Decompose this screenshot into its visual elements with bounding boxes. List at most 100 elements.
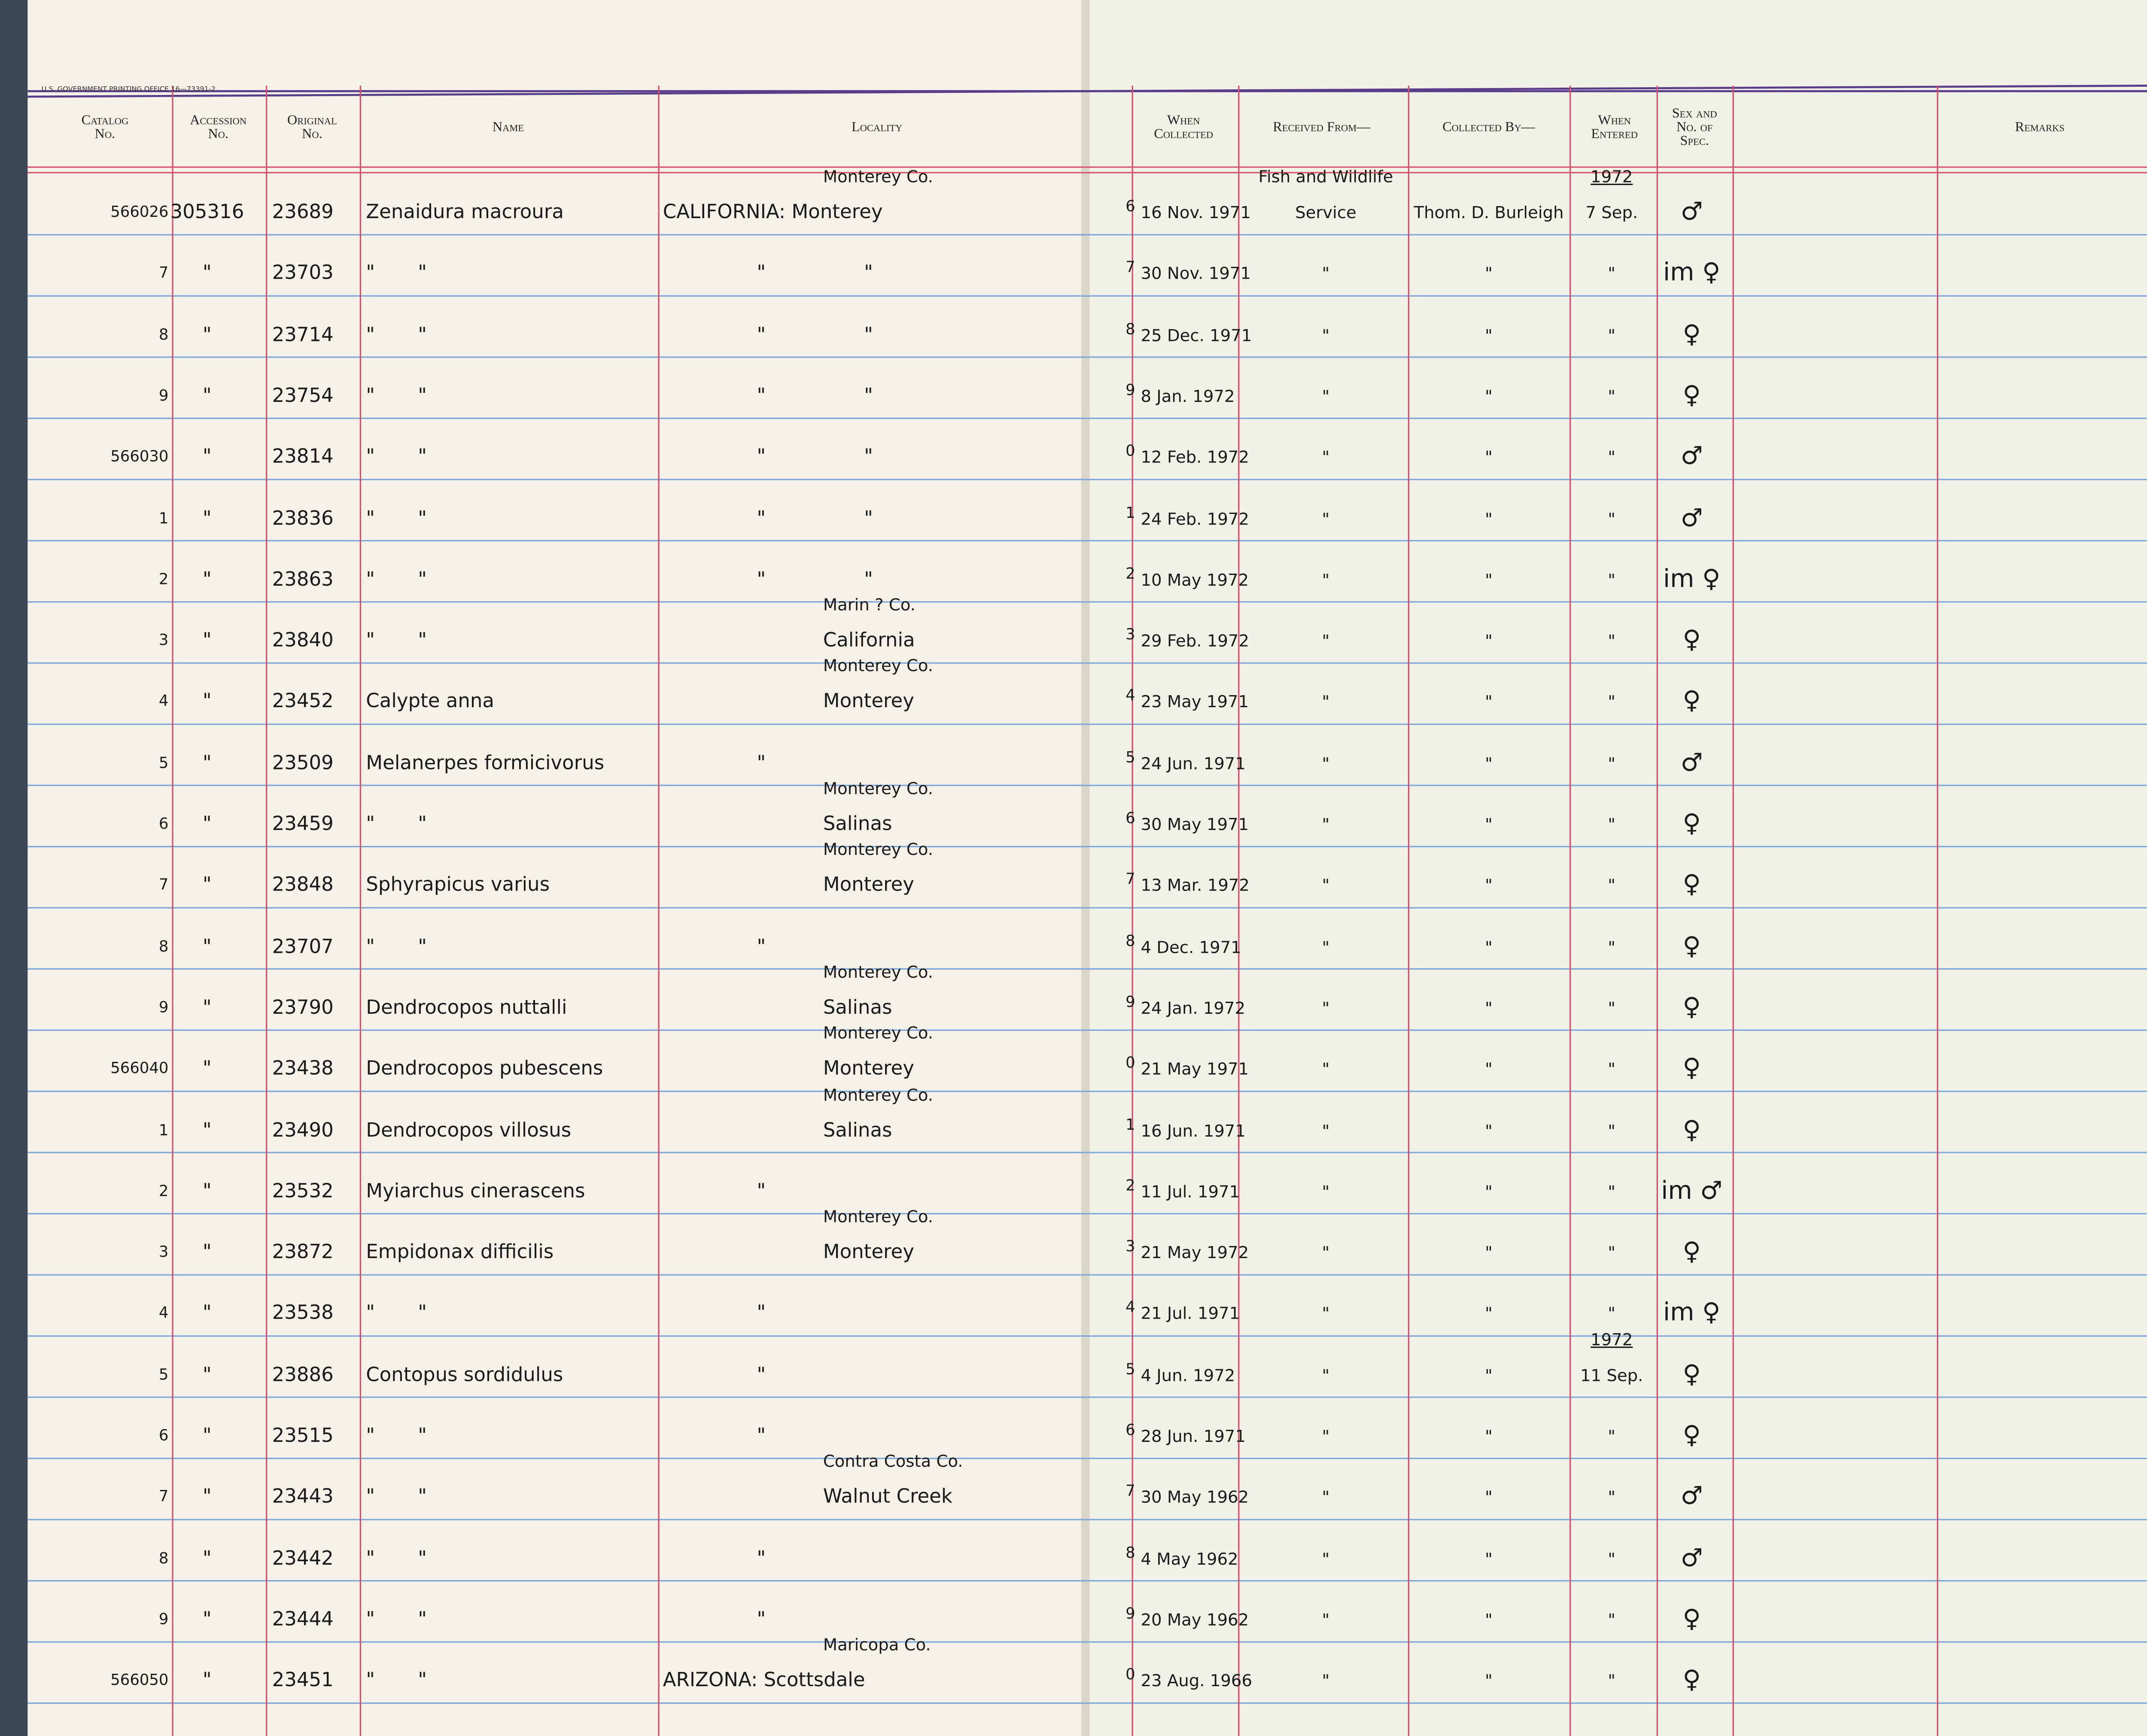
collected-by: " (1485, 998, 1493, 1018)
accession: " (203, 1486, 212, 1509)
name: " " (366, 1486, 427, 1509)
original: 23707 (272, 936, 334, 958)
entered: 11 Sep. (1580, 1365, 1643, 1385)
original: 23459 (272, 813, 334, 836)
sex: ♀ (1682, 1237, 1701, 1267)
collected: 24 Jun. 1971 (1140, 754, 1246, 773)
sex: ♀ (1682, 870, 1701, 900)
collected-by: Thom. D. Burleigh (1414, 203, 1564, 222)
entered: " (1608, 1059, 1616, 1079)
received: " (1322, 509, 1330, 529)
collected: 12 Feb. 1972 (1140, 447, 1250, 467)
locality-above: Maricopa Co. (823, 1635, 931, 1655)
sex: ♀ (1682, 1360, 1701, 1389)
column-header: Sex and No. of Spec. (1672, 106, 1717, 149)
collected-by: " (1485, 1426, 1493, 1446)
original: 23886 (272, 1364, 334, 1386)
name: Zenaidura macroura (366, 201, 564, 224)
locality: " " (757, 263, 873, 285)
locality-above: Monterey Co. (823, 1207, 934, 1227)
received: " (1322, 447, 1330, 467)
column-header: Catalog No. (81, 113, 129, 143)
entered: " (1608, 937, 1616, 957)
collected: 23 May 1971 (1140, 692, 1249, 712)
locality: Monterey (823, 1058, 915, 1080)
original: 23443 (272, 1486, 334, 1509)
name: " " (366, 446, 427, 468)
accession: " (203, 874, 212, 897)
collected: 30 May 1962 (1140, 1488, 1249, 1508)
locality-above: Monterey Co. (823, 840, 934, 860)
catalog: 1 (158, 1121, 169, 1139)
locality: " " (757, 446, 873, 468)
name: Dendrocopos nuttalli (366, 997, 567, 1019)
index: 9 (1125, 1605, 1135, 1623)
received: " (1322, 815, 1330, 834)
collected-by: " (1485, 876, 1493, 896)
locality: " (757, 1303, 766, 1325)
accession: " (203, 936, 212, 958)
collected: 29 Feb. 1972 (1140, 631, 1250, 651)
received: " (1322, 1243, 1330, 1263)
index: 2 (1125, 1176, 1135, 1195)
catalog: 1 (158, 509, 169, 527)
sex: ♂ (1680, 503, 1703, 532)
catalog: 566030 (110, 447, 169, 466)
locality: ARIZONA: Scottsdale (663, 1670, 865, 1692)
original: 23863 (272, 569, 334, 591)
accession: " (203, 508, 212, 530)
gutter (1081, 0, 1090, 1736)
index: 0 (1125, 1054, 1135, 1072)
name: " " (366, 1608, 427, 1631)
name: " " (366, 629, 427, 652)
collected-by: " (1485, 631, 1493, 651)
entered: " (1608, 692, 1616, 712)
collected-by: " (1485, 1243, 1493, 1263)
collected: 4 Jun. 1972 (1140, 1365, 1235, 1385)
locality-above: Monterey Co. (823, 657, 934, 676)
accession: " (203, 752, 212, 775)
received: " (1322, 264, 1330, 284)
received: " (1322, 1121, 1330, 1140)
accession: " (203, 263, 212, 285)
index: 4 (1125, 1298, 1135, 1317)
sex: ♀ (1682, 993, 1701, 1022)
locality: Monterey (823, 691, 915, 713)
catalog: 566026 (110, 203, 169, 221)
collected-by: " (1485, 692, 1493, 712)
collected: 24 Jan. 1972 (1140, 998, 1246, 1018)
received: " (1322, 386, 1330, 406)
index: 7 (1125, 258, 1135, 277)
collected: 28 Jun. 1971 (1140, 1426, 1246, 1446)
index: 1 (1125, 1115, 1135, 1134)
sex: ♂ (1680, 748, 1703, 777)
index: 9 (1125, 993, 1135, 1011)
entered: " (1608, 1304, 1616, 1324)
entered: " (1608, 1426, 1616, 1446)
entered: " (1608, 1488, 1616, 1508)
sex: ♀ (1682, 626, 1701, 655)
locality: " (757, 1548, 766, 1570)
catalog: 8 (158, 1549, 169, 1567)
original: 23848 (272, 874, 334, 897)
original: 23452 (272, 691, 334, 713)
printer-line: U.S. GOVERNMENT PRINTING OFFICE 16—73391… (41, 85, 216, 94)
received: " (1322, 876, 1330, 896)
accession: " (203, 1303, 212, 1325)
entered: " (1608, 998, 1616, 1018)
original: 23814 (272, 446, 334, 468)
index: 3 (1125, 1237, 1135, 1256)
locality: " " (757, 508, 873, 530)
original: 23790 (272, 997, 334, 1019)
column-header: Original No. (287, 113, 337, 143)
received: " (1322, 754, 1330, 773)
collected-by: " (1485, 754, 1493, 773)
index: 8 (1125, 319, 1135, 338)
catalog: 9 (158, 386, 169, 405)
accession: " (203, 1058, 212, 1080)
accession: " (203, 629, 212, 652)
received: " (1322, 570, 1330, 590)
locality-above: Marin ? Co. (823, 595, 916, 615)
sex: im ♂ (1661, 1176, 1723, 1206)
